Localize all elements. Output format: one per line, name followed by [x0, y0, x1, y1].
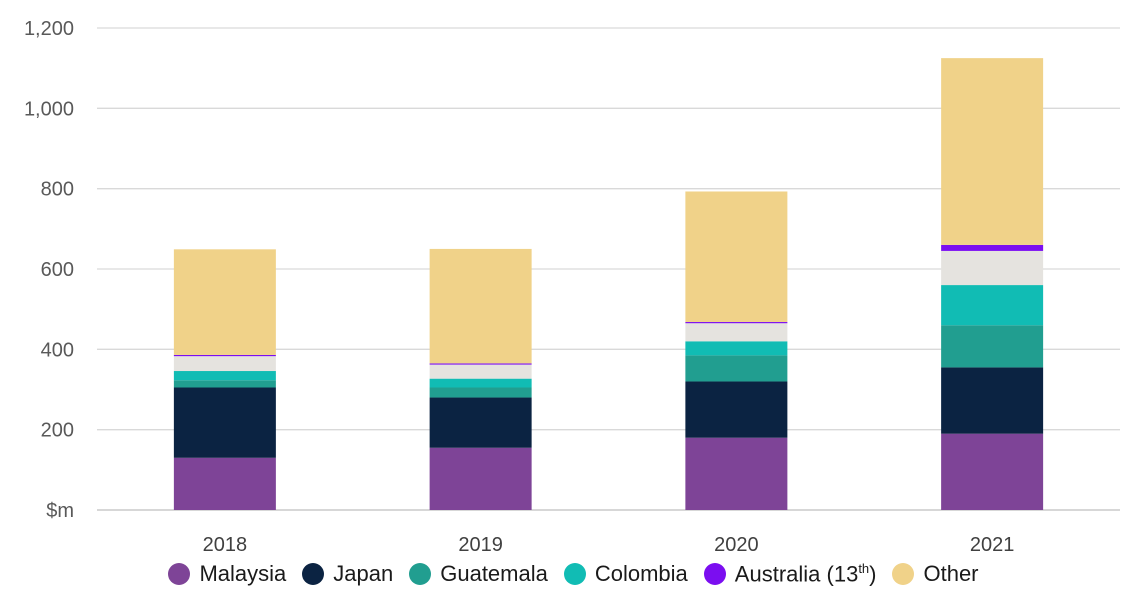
bar-segment [429, 364, 532, 379]
bar-segment [685, 323, 788, 342]
y-tick-label: 600 [41, 259, 74, 281]
legend: Malaysia Japan Guatemala Colombia Australia … [0, 561, 1147, 587]
bar-segment [941, 244, 1044, 251]
y-tick-label: 1,000 [24, 98, 74, 120]
legend-swatch [703, 563, 726, 586]
bar-segment [429, 397, 532, 448]
y-tick-label: 200 [41, 420, 74, 442]
bar-segment [941, 433, 1044, 510]
legend-item: Malaysia [168, 561, 286, 587]
legend-label: Malaysia [199, 561, 287, 587]
legend-swatch [168, 563, 191, 586]
bar-segment [429, 378, 532, 388]
bar-segment [173, 387, 276, 458]
legend-label: Guatemala [440, 561, 548, 587]
bar-segment [173, 371, 276, 381]
bar-segment [685, 381, 788, 438]
legend-swatch [302, 563, 325, 586]
legend-label: Australia (13th) [734, 561, 877, 587]
legend-item: Colombia [563, 561, 688, 587]
stacked-bar-chart: $m 200 400 600 800 1,000 1,200 2018 2019 2020 202… [24, 18, 1120, 556]
bar-segment [685, 355, 788, 382]
legend-item: Other [892, 561, 979, 587]
x-category-label: 2018 [203, 534, 248, 556]
y-tick-label: 800 [41, 179, 74, 201]
legend-item: Australia (13th) [703, 561, 877, 587]
y-tick-label: 1,200 [24, 18, 74, 40]
bars [173, 58, 1044, 510]
bar-segment [429, 363, 532, 365]
legend-swatch [409, 563, 432, 586]
y-axis-tick-labels: $m 200 400 600 800 1,000 1,200 [24, 18, 74, 522]
bar-segment [173, 249, 276, 355]
legend-item: Guatemala [409, 561, 548, 587]
legend-label: Japan [333, 561, 394, 587]
bar-segment [941, 250, 1044, 286]
bar-segment [685, 437, 788, 510]
bar-segment [173, 356, 276, 372]
bar-segment [429, 447, 532, 510]
bar-segment [941, 367, 1044, 434]
bar-segment [429, 387, 532, 398]
x-category-label: 2020 [714, 534, 759, 556]
bar-segment [685, 341, 788, 356]
bar-segment [173, 354, 276, 357]
x-category-label: 2019 [458, 534, 503, 556]
x-category-label: 2021 [970, 534, 1015, 556]
bar-segment [941, 58, 1044, 245]
legend-swatch [563, 563, 586, 586]
y-tick-label: $m [46, 500, 74, 522]
y-tick-label: 400 [41, 339, 74, 361]
legend-label: Colombia [594, 561, 688, 587]
bar-segment [941, 285, 1044, 326]
bar-segment [685, 191, 788, 323]
bar-segment [685, 322, 788, 324]
legend-swatch [892, 563, 915, 586]
legend-item: Japan [302, 561, 393, 587]
x-axis-category-labels: 2018 2019 2020 2021 [203, 534, 1015, 556]
bar-segment [173, 457, 276, 510]
bar-segment [429, 248, 532, 364]
legend-label: Other [923, 561, 979, 587]
bar-segment [941, 325, 1044, 368]
bar-segment [173, 380, 276, 388]
